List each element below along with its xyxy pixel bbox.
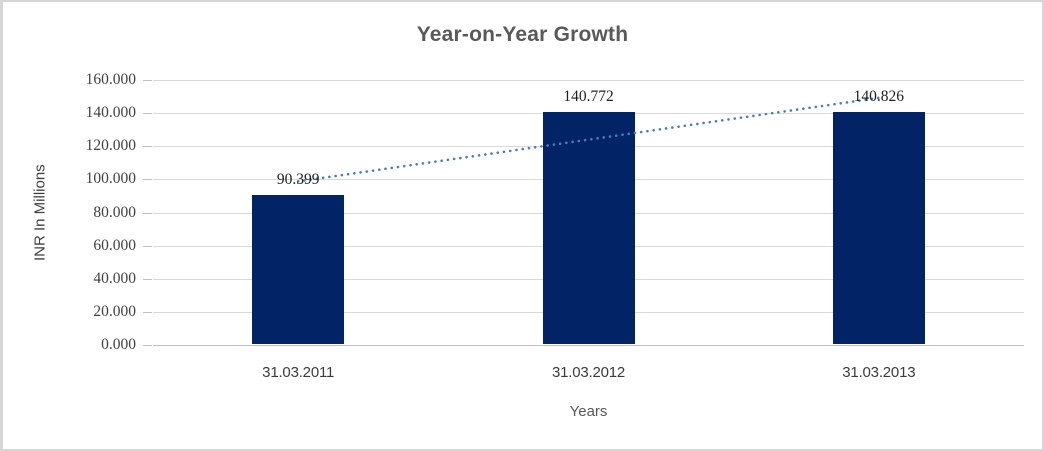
y-axis-tick-mark xyxy=(143,80,152,81)
y-axis-tick-label: 60.000 xyxy=(93,236,136,254)
y-axis-tick-label: 20.000 xyxy=(93,302,136,320)
bar-31.03.2011 xyxy=(252,195,345,344)
x-axis-tick-label: 31.03.2013 xyxy=(842,364,916,381)
value-label: 90.399 xyxy=(276,171,320,189)
x-axis-line xyxy=(153,345,1024,346)
y-axis-tick-label: 140.000 xyxy=(85,104,136,122)
value-label: 140.826 xyxy=(853,87,905,105)
value-label: 140.772 xyxy=(563,87,614,105)
x-axis-tick-label: 31.03.2012 xyxy=(551,364,626,381)
chart-title: Year-on-Year Growth xyxy=(416,23,629,46)
y-axis-tick-label: 120.000 xyxy=(85,137,136,155)
plot-area xyxy=(153,80,1024,346)
gridline xyxy=(153,80,1024,81)
y-axis-tick-label: 80.000 xyxy=(93,203,136,221)
y-axis-tick-mark xyxy=(143,146,152,148)
y-axis-tick-mark xyxy=(143,212,152,214)
bar-31.03.2012 xyxy=(542,111,635,344)
x-axis-tick-label: 31.03.2011 xyxy=(262,364,335,381)
y-axis-tick-mark xyxy=(143,245,152,247)
y-axis-tick-mark xyxy=(143,278,152,280)
y-axis-tick-mark xyxy=(143,179,152,181)
y-axis-tick-mark xyxy=(143,113,152,115)
y-axis-tick-mark xyxy=(143,311,152,313)
x-axis-title: Years xyxy=(569,403,608,420)
y-axis-tick-mark xyxy=(143,345,152,346)
bar-31.03.2013 xyxy=(832,111,925,344)
y-axis-tick-label: 0.000 xyxy=(101,336,136,353)
y-axis-tick-label: 100.000 xyxy=(85,170,136,188)
y-axis-tick-label: 40.000 xyxy=(93,269,136,287)
y-axis-tick-label: 160.000 xyxy=(85,71,136,88)
